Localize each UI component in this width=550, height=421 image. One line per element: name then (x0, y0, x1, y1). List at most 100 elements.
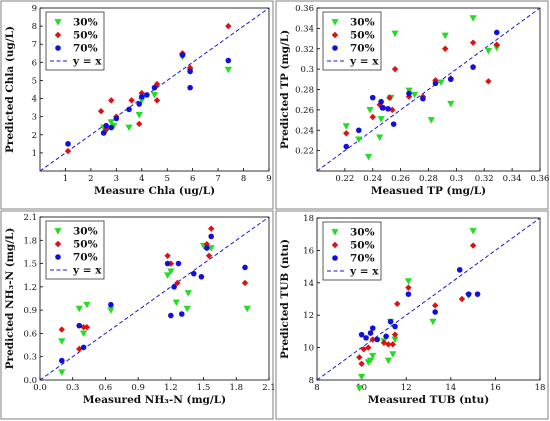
legend-label: 30% (350, 17, 375, 29)
data-point (58, 338, 66, 345)
data-point (65, 141, 71, 147)
data-point (387, 318, 394, 325)
data-point (198, 273, 205, 280)
data-point (374, 336, 381, 343)
legend-label: 30% (73, 17, 98, 29)
y-tick-label: 0.3 (23, 353, 37, 363)
data-point (172, 299, 180, 306)
data-point (442, 45, 449, 52)
x-tick-label: 2 (88, 174, 93, 184)
y-tick-label: 0.9 (23, 306, 37, 316)
data-point (207, 245, 215, 252)
data-point (138, 97, 146, 104)
data-point (80, 344, 87, 351)
data-point (187, 68, 193, 75)
plot-area (39, 7, 270, 172)
y-tick-label: 0.0 (23, 376, 37, 386)
data-point (224, 66, 232, 74)
data-point (379, 105, 386, 111)
data-point (356, 127, 362, 134)
data-point (76, 322, 83, 329)
series-70pct (343, 29, 500, 150)
plot-area (316, 217, 541, 381)
data-point (190, 270, 197, 277)
data-point (163, 272, 172, 279)
legend-label: 70% (73, 43, 98, 55)
data-point (358, 331, 365, 338)
legend: 30%50%70%y = x (45, 11, 105, 71)
x-tick-label: 16 (490, 383, 501, 393)
data-point (465, 291, 472, 297)
data-point (458, 295, 466, 303)
y-tick-label: 0.32 (295, 45, 314, 55)
legend-marker (331, 229, 339, 236)
y-equals-x-line (39, 216, 270, 381)
y-tick-label: 2.1 (23, 213, 37, 223)
y-equals-x-line (316, 7, 541, 172)
x-tick-label: 0.0 (33, 383, 47, 393)
y-tick-label: 4 (32, 95, 37, 105)
data-point (187, 84, 193, 91)
data-point (390, 121, 397, 127)
legend-marker (331, 31, 339, 39)
legend-marker (54, 228, 62, 235)
data-point (356, 354, 363, 361)
data-point (83, 301, 91, 309)
data-point (377, 116, 385, 123)
y-tick-label: 0.24 (295, 126, 314, 136)
data-point (128, 97, 135, 104)
x-tick-label: 7 (215, 174, 220, 184)
legend-marker (54, 31, 62, 39)
data-point (358, 373, 366, 381)
x-tick-label: 0.3 (66, 383, 80, 393)
y-tick-label: 0.6 (23, 329, 37, 339)
data-point (204, 245, 210, 251)
data-point (100, 130, 107, 136)
x-tick-label: 8 (314, 383, 319, 393)
data-point (437, 79, 445, 86)
series-70pct (65, 52, 232, 147)
data-point (484, 47, 493, 55)
legend-box (45, 220, 105, 280)
scatter-panel-4: 8 10 12 14 16 18 8 10 12 14 16 18 Measured TUB (ntu)… (275, 210, 549, 420)
x-tick-label: 0.26 (391, 174, 410, 184)
y-tick-label: 0.34 (295, 24, 314, 34)
data-point (406, 90, 412, 97)
y-tick-label: 0.22 (295, 147, 314, 157)
data-point (355, 136, 363, 144)
x-tick-label: 0.32 (475, 174, 494, 184)
data-point (175, 260, 182, 267)
y-tick-label: 1.2 (23, 283, 37, 293)
x-tick-label: 3 (114, 174, 119, 184)
data-point (183, 305, 191, 313)
legend-marker (55, 45, 61, 51)
data-point (391, 30, 399, 38)
legend-label: 50% (350, 240, 375, 252)
data-point (241, 279, 249, 287)
data-point (107, 119, 115, 126)
y-tick-label: 18 (303, 214, 314, 224)
data-point (83, 324, 91, 331)
scatter-panel-2: 0.22 0.24 0.26 0.28 0.3 0.32 0.34 0.36 0.22 0.24 0… (275, 0, 549, 210)
y-tick-label: 0.28 (295, 86, 314, 96)
data-point (405, 291, 412, 297)
data-point (383, 333, 389, 340)
legend-box (322, 11, 382, 71)
data-point (392, 323, 398, 330)
data-point (64, 147, 72, 155)
legend-marker (55, 254, 61, 260)
data-point (107, 307, 115, 314)
y-tick-label: 9 (32, 4, 37, 14)
y-tick-label: 2 (32, 131, 37, 141)
data-point (168, 312, 174, 319)
data-point (186, 64, 194, 71)
data-point (391, 336, 399, 344)
data-point (369, 336, 376, 343)
y-tick-label: 1.8 (23, 236, 37, 246)
data-point (167, 268, 175, 275)
y-tick-label: 1.5 (23, 260, 37, 270)
y-tick-label: 10 (303, 344, 314, 354)
y-tick-label: 0.26 (295, 106, 314, 116)
data-point (385, 341, 392, 348)
